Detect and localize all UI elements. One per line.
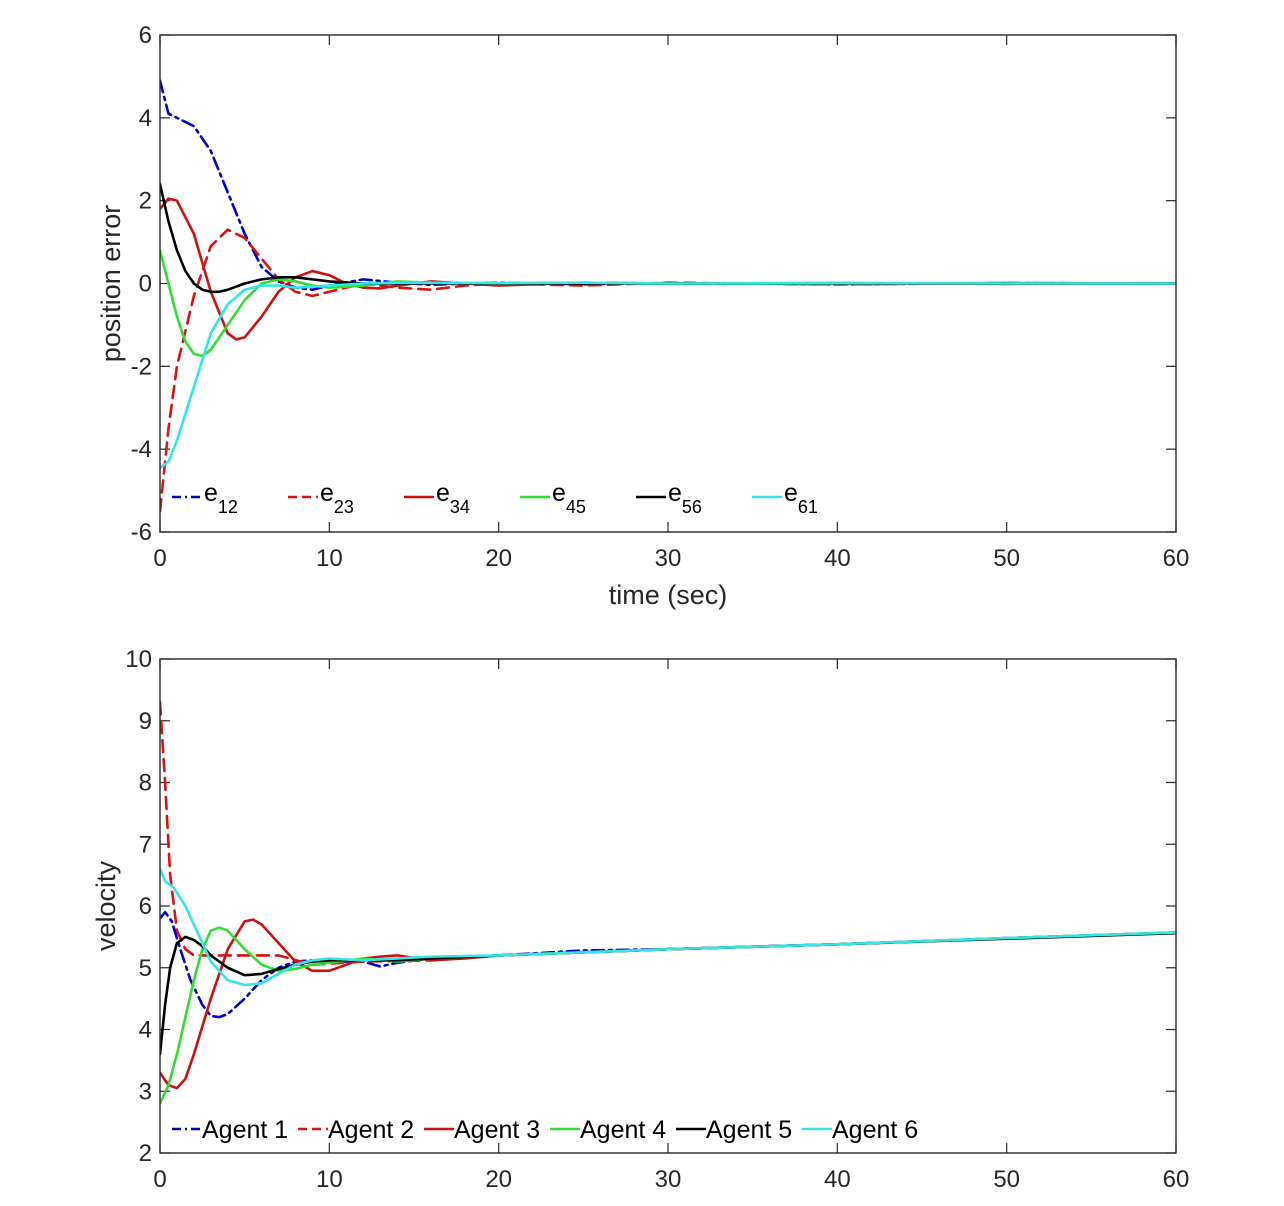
y-tick-label: 0 [139, 271, 152, 298]
legend-label: Agent 5 [706, 1116, 792, 1144]
y-tick-label: 5 [139, 955, 152, 982]
x-tick-label: 30 [655, 545, 682, 572]
series-line-agent-6 [160, 867, 1176, 987]
x-tick-label: 50 [993, 545, 1020, 572]
y-tick-label: 4 [139, 105, 152, 132]
legend-label: Agent 1 [202, 1116, 288, 1144]
y-tick-label: 4 [139, 1017, 152, 1044]
x-tick-label: 50 [993, 1166, 1020, 1193]
legend: e12 e23 e34 e45 e56 e61 [172, 479, 818, 517]
y-tick-label: 9 [139, 708, 152, 735]
series-line-e56 [160, 182, 1176, 294]
y-tick-label: 2 [139, 1140, 152, 1167]
series-line-agent-5 [160, 931, 1176, 1056]
legend-label: Agent 6 [832, 1116, 918, 1144]
series-line-agent-3 [160, 918, 1176, 1090]
y-tick-label: -2 [131, 353, 152, 380]
legend-label: e61 [784, 479, 818, 517]
series-line-agent-4 [160, 926, 1176, 1105]
legend-label: Agent 4 [580, 1116, 666, 1144]
y-tick-label: 6 [139, 893, 152, 920]
legend-label: e56 [668, 479, 702, 517]
series-line-e12 [160, 79, 1176, 292]
x-tick-label: 0 [153, 545, 166, 572]
y-tick-label: 7 [139, 831, 152, 858]
series-line-e45 [160, 249, 1176, 358]
x-tick-label: 40 [824, 545, 851, 572]
legend-label: Agent 3 [454, 1116, 540, 1144]
x-tick-label: 10 [316, 1166, 343, 1193]
legend: Agent 1 Agent 2 Agent 3 Agent 4 Agent 5 Agent… [172, 1116, 918, 1144]
y-tick-label: 2 [139, 188, 152, 215]
plot-frame [159, 658, 1177, 1154]
x-tick-label: 40 [824, 1166, 851, 1193]
x-tick-label: 10 [316, 545, 343, 572]
series-line-e61 [160, 281, 1176, 470]
y-axis-label: velocity [91, 860, 121, 951]
x-tick-label: 20 [485, 545, 512, 572]
y-tick-label: -6 [131, 519, 152, 546]
x-tick-label: 30 [655, 1166, 682, 1193]
x-tick-label: 0 [153, 1166, 166, 1193]
legend-label: e12 [204, 479, 238, 517]
x-axis-label: time (sec) [609, 580, 728, 610]
series-line-agent-2 [160, 700, 1176, 966]
x-tick-label: 60 [1163, 1166, 1190, 1193]
x-tick-label: 60 [1163, 545, 1190, 572]
y-tick-label: -4 [131, 436, 152, 463]
plot-frame [159, 34, 1177, 533]
legend-label: e34 [436, 479, 470, 517]
y-axis-label: position error [96, 205, 126, 363]
legend-label: e23 [320, 479, 354, 517]
legend-label: e45 [552, 479, 586, 517]
y-tick-label: 6 [139, 22, 152, 49]
y-tick-label: 8 [139, 770, 152, 797]
legend-label: Agent 2 [328, 1116, 414, 1144]
y-tick-label: 10 [125, 646, 152, 673]
series-line-e34 [160, 197, 1176, 341]
x-tick-label: 20 [485, 1166, 512, 1193]
y-tick-label: 3 [139, 1078, 152, 1105]
position-error-chart: 0 10 20 30 40 50 60 -6 -4 -2 0 2 4 6 time (sec) positio… [96, 22, 1189, 610]
